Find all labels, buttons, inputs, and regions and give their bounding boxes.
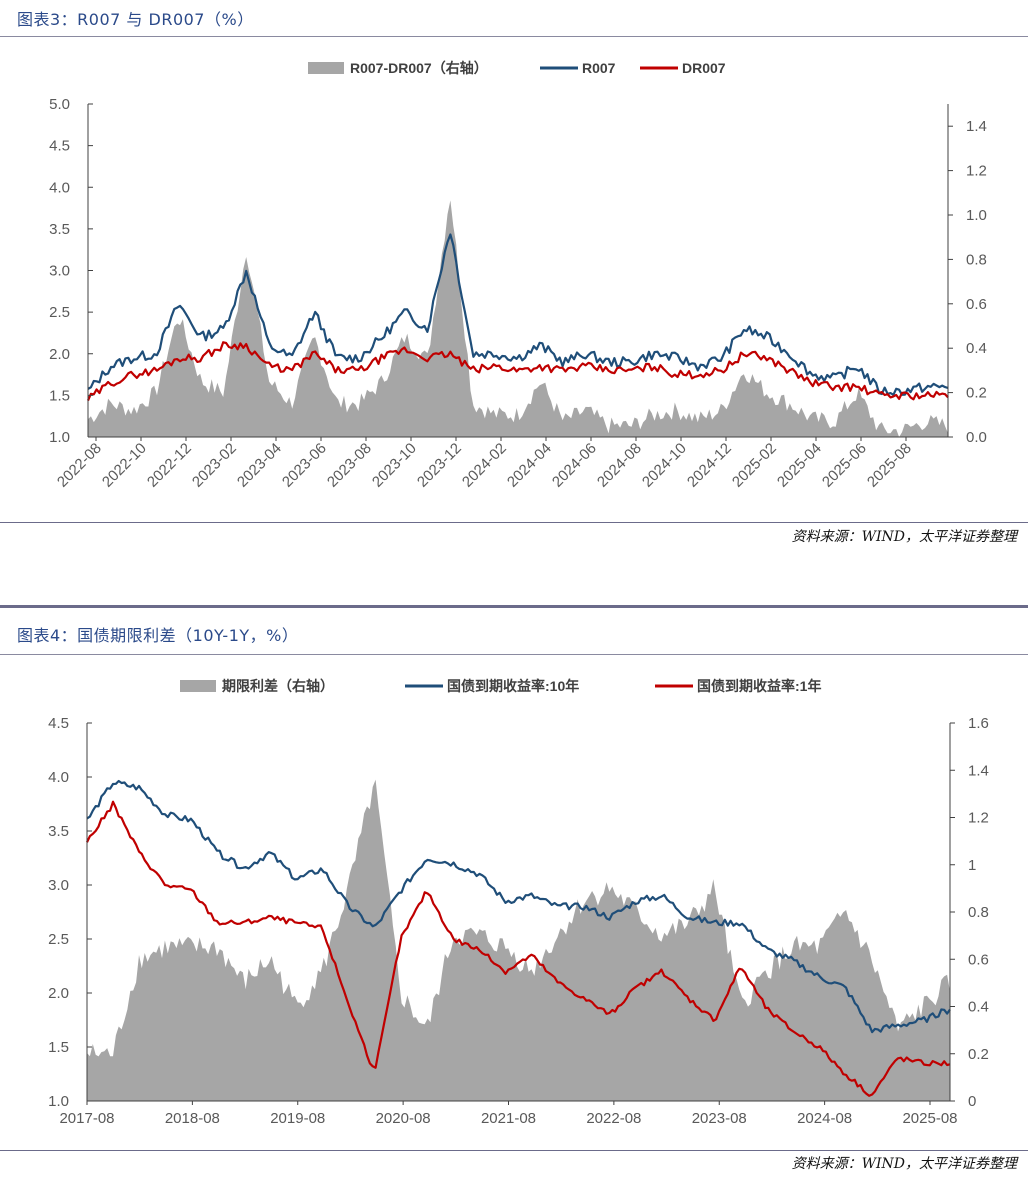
left-axis-tick-label: 1.0 <box>49 429 70 446</box>
left-axis-tick-label: 2.0 <box>48 985 69 1002</box>
right-axis-tick-label: 1.6 <box>968 715 989 732</box>
x-axis-tick-label: 2021-08 <box>481 1110 536 1127</box>
right-axis-tick-label: 0.4 <box>968 999 989 1016</box>
legend-label-spread: 期限利差（右轴） <box>222 678 334 694</box>
legend-swatch-spread <box>180 680 216 692</box>
series-line-r007 <box>87 233 949 396</box>
legend-label-spread: R007-DR007（右轴） <box>350 60 488 76</box>
chart-top-rule <box>0 605 1028 608</box>
x-axis-tick-label: 2023-04 <box>234 440 285 491</box>
left-axis-tick-label: 5.0 <box>49 96 70 113</box>
right-axis-tick-label: 0.6 <box>968 951 989 968</box>
x-axis-tick-label: 2023-02 <box>189 440 240 491</box>
x-axis-tick-label: 2024-08 <box>797 1110 852 1127</box>
chart-source: 资料来源：WIND，太平洋证券整理 <box>791 529 1017 545</box>
chart-title-bar: 图表3：R007 与 DR007（%） <box>0 0 1028 37</box>
chart-source: 资料来源：WIND，太平洋证券整理 <box>791 1156 1017 1172</box>
right-axis-tick-label: 1.4 <box>968 762 989 779</box>
right-axis-tick-label: 0.8 <box>968 904 989 921</box>
x-axis-tick-label: 2024-12 <box>684 440 735 491</box>
left-axis-tick-label: 2.5 <box>49 304 70 321</box>
series-line-dr007 <box>86 341 949 402</box>
spread-area <box>87 779 950 1101</box>
right-axis-tick-label: 0.0 <box>966 429 987 446</box>
left-axis-tick-label: 2.0 <box>49 346 70 363</box>
right-axis-tick-label: 0.4 <box>966 340 987 357</box>
x-axis-tick-label: 2023-10 <box>369 440 420 491</box>
x-axis-tick-label: 2023-12 <box>414 440 465 491</box>
left-axis-tick-label: 1.5 <box>49 387 70 404</box>
chart-bottom-rule <box>0 522 1028 523</box>
left-axis-tick-label: 3.5 <box>49 221 70 238</box>
right-axis-tick-label: 0.2 <box>968 1046 989 1063</box>
right-axis-tick-label: 0.6 <box>966 296 987 313</box>
right-axis-tick-label: 1.2 <box>966 163 987 180</box>
spread-area <box>88 200 948 437</box>
left-axis-tick-label: 4.5 <box>48 715 69 732</box>
series-line-yield-10y <box>86 779 951 1034</box>
chart-title: 图表4：国债期限利差（10Y-1Y，%） <box>17 626 299 645</box>
right-axis-tick-label: 1.0 <box>966 207 987 224</box>
legend-label-series2: DR007 <box>682 60 726 76</box>
x-axis-tick-label: 2022-12 <box>144 440 195 491</box>
x-axis-tick-label: 2024-04 <box>504 440 555 491</box>
x-axis-tick-label: 2022-08 <box>54 440 105 491</box>
chart-title: 图表3：R007 与 DR007（%） <box>17 10 254 29</box>
right-axis-tick-label: 1.4 <box>966 118 987 135</box>
left-axis-tick-label: 1.0 <box>48 1093 69 1110</box>
legend-swatch-spread <box>308 62 344 74</box>
right-axis-tick-label: 1 <box>968 857 976 874</box>
left-axis-tick-label: 3.5 <box>48 823 69 840</box>
left-axis-tick-label: 1.5 <box>48 1039 69 1056</box>
x-axis-tick-label: 2025-04 <box>774 440 825 491</box>
x-axis-tick-label: 2023-08 <box>324 440 375 491</box>
x-axis-tick-label: 2019-08 <box>270 1110 325 1127</box>
left-axis-tick-label: 4.5 <box>49 138 70 155</box>
chart-bottom-rule <box>0 1150 1028 1151</box>
left-axis-tick-label: 3.0 <box>49 263 70 280</box>
chart-svg: 1.0 1.5 2.0 2.5 3.0 3.5 4.0 4.5 0 0.2 0.4 0.6 0.8 1 1.… <box>48 678 989 1127</box>
x-axis-tick-label: 2025-06 <box>819 440 870 491</box>
legend-label-series1: R007 <box>582 60 616 76</box>
series-line-yield-1y <box>86 800 951 1097</box>
left-axis-tick-label: 4.0 <box>48 769 69 786</box>
legend-label-series1: 国债到期收益率:10年 <box>447 678 579 694</box>
x-axis-tick-label: 2024-10 <box>639 440 690 491</box>
x-axis-tick-label: 2025-02 <box>729 440 780 491</box>
x-axis-tick-label: 2022-08 <box>586 1110 641 1127</box>
chart-svg: 1.0 1.5 2.0 2.5 3.0 3.5 4.0 4.5 5.0 0.0 0.2 0.4 0.6 0… <box>49 60 987 491</box>
right-axis-tick-label: 1.2 <box>968 810 989 827</box>
x-axis-tick-label: 2023-06 <box>279 440 330 491</box>
left-axis-tick-label: 4.0 <box>49 179 70 196</box>
x-axis-tick-label: 2018-08 <box>165 1110 220 1127</box>
x-axis-tick-label: 2024-06 <box>549 440 600 491</box>
x-axis-tick-label: 2024-02 <box>459 440 510 491</box>
x-axis-tick-label: 2017-08 <box>59 1110 114 1127</box>
x-axis-tick-label: 2022-10 <box>99 440 150 491</box>
chart-title-bar: 图表4：国债期限利差（10Y-1Y，%） <box>0 608 1028 655</box>
x-axis-tick-label: 2023-08 <box>692 1110 747 1127</box>
x-axis-tick-label: 2020-08 <box>376 1110 431 1127</box>
left-axis-tick-label: 2.5 <box>48 931 69 948</box>
right-axis-tick-label: 0.8 <box>966 251 987 268</box>
x-axis-tick-label: 2025-08 <box>902 1110 957 1127</box>
x-axis-tick-label: 2025-08 <box>864 440 915 491</box>
x-axis-tick-label: 2024-08 <box>594 440 645 491</box>
legend-label-series2: 国债到期收益率:1年 <box>697 678 821 694</box>
right-axis-tick-label: 0.2 <box>966 385 987 402</box>
right-axis-tick-label: 0 <box>968 1093 976 1110</box>
left-axis-tick-label: 3.0 <box>48 877 69 894</box>
